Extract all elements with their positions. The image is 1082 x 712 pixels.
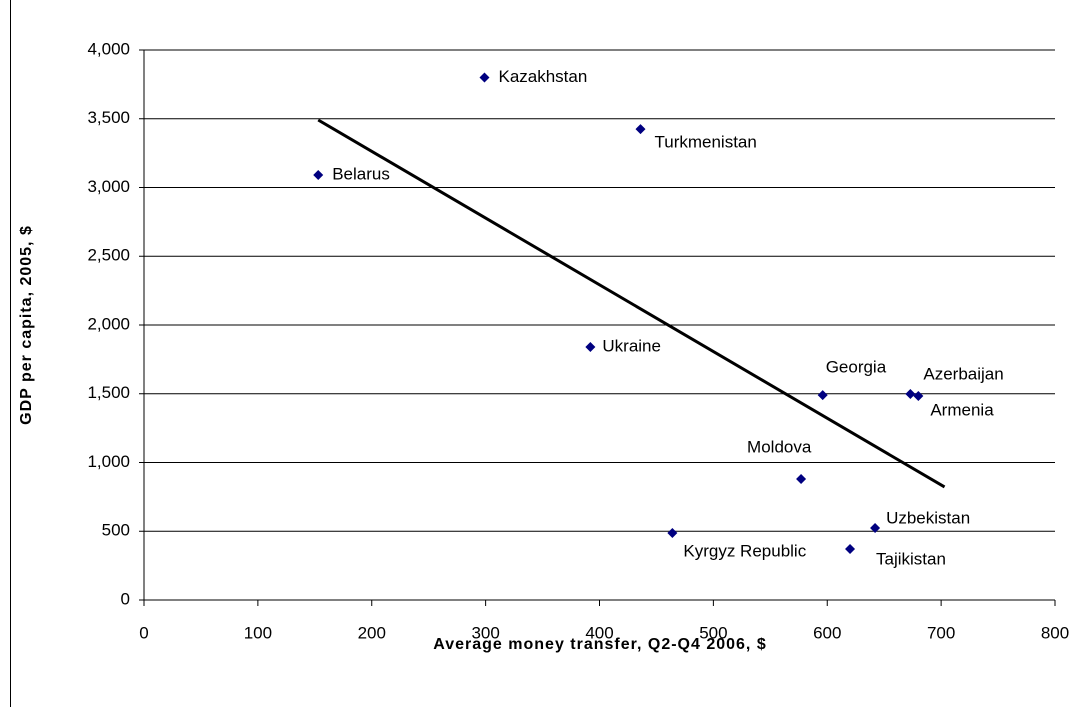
y-tick-label: 3,500 (87, 108, 130, 127)
point (667, 528, 677, 538)
point (585, 342, 595, 352)
chart-frame (11, 0, 1082, 707)
x-tick-label: 100 (244, 623, 272, 642)
x-tick-label: 800 (1041, 623, 1069, 642)
y-tick-label: 1,000 (87, 452, 130, 471)
y-tick-label: 4,000 (87, 39, 130, 58)
y-tick-label: 1,500 (87, 383, 130, 402)
point (479, 73, 489, 83)
point-label: Ukraine (602, 336, 661, 355)
point (313, 170, 323, 180)
x-tick-label: 700 (927, 623, 955, 642)
point-label: Armenia (930, 400, 994, 419)
point (796, 474, 806, 484)
y-tick-label: 2,000 (87, 314, 130, 333)
x-tick-label: 600 (813, 623, 841, 642)
point-label: Uzbekistan (886, 508, 970, 527)
y-tick-label: 2,500 (87, 246, 130, 265)
point (913, 391, 923, 401)
x-tick-label: 500 (699, 623, 727, 642)
point (818, 390, 828, 400)
point-label: Turkmenistan (654, 133, 756, 152)
x-tick-label: 400 (585, 623, 613, 642)
point (845, 544, 855, 554)
point-label: Kazakhstan (498, 67, 587, 86)
point-label: Georgia (826, 358, 887, 377)
point-label: Moldova (747, 437, 812, 456)
y-tick-label: 3,000 (87, 177, 130, 196)
point-label: Azerbaijan (923, 365, 1003, 384)
x-tick-label: 200 (358, 623, 386, 642)
point-label: Kyrgyz Republic (683, 542, 806, 561)
x-tick-label: 300 (471, 623, 499, 642)
point (905, 389, 915, 399)
point-label: Tajikistan (876, 549, 946, 568)
trendline (318, 120, 944, 487)
y-tick-label: 0 (121, 589, 130, 608)
point (635, 124, 645, 134)
x-tick-label: 0 (139, 623, 148, 642)
y-axis-title: GDP per capita, 2005, $ (18, 225, 35, 425)
point-label: Belarus (332, 164, 390, 183)
y-tick-label: 500 (102, 521, 130, 540)
